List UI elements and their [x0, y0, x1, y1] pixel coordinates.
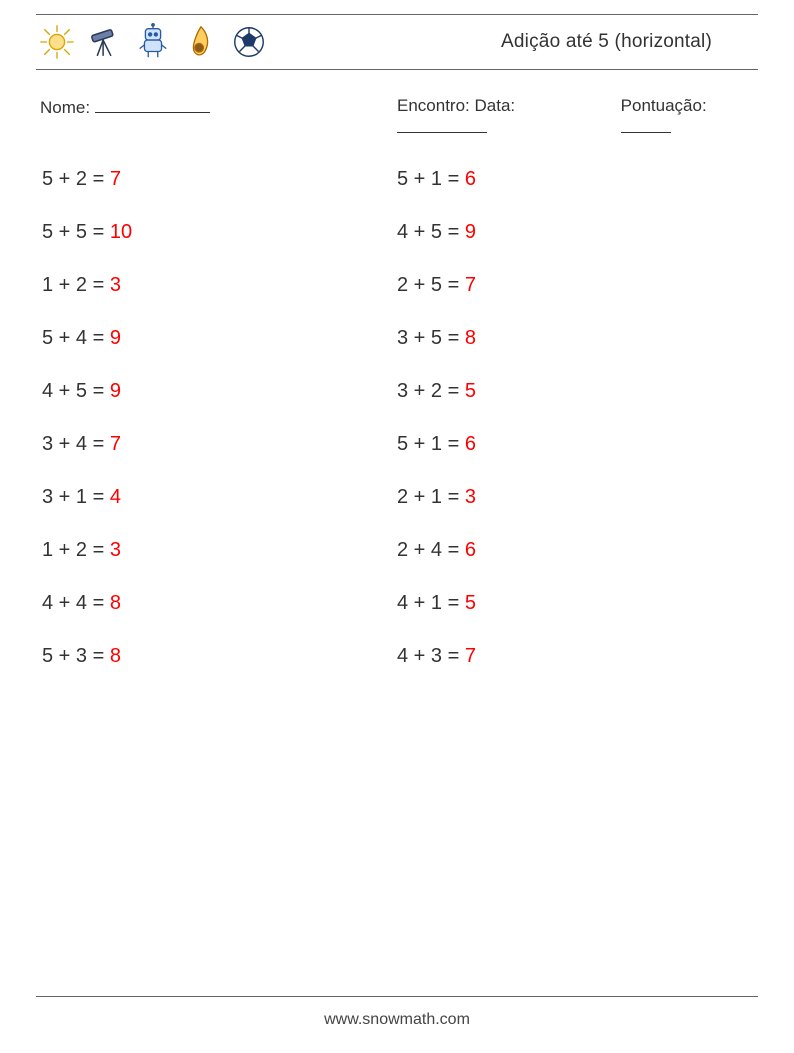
- expression: 5 + 4 =: [42, 327, 110, 350]
- problem: 4 + 3 = 7: [397, 645, 752, 668]
- answer: 7: [110, 433, 121, 456]
- expression: 1 + 2 =: [42, 274, 110, 297]
- expression: 5 + 1 =: [397, 433, 465, 456]
- problem: 1 + 2 = 3: [42, 274, 397, 297]
- expression: 2 + 5 =: [397, 274, 465, 297]
- name-blank: [95, 96, 210, 113]
- answer: 6: [465, 539, 476, 562]
- answer: 8: [110, 645, 121, 668]
- worksheet-title: Adição até 5 (horizontal): [501, 31, 752, 53]
- encounter-label: Encontro: Data:: [397, 96, 515, 115]
- answer: 9: [110, 327, 121, 350]
- problem: 4 + 5 = 9: [397, 221, 752, 244]
- expression: 4 + 5 =: [397, 221, 465, 244]
- problem: 3 + 4 = 7: [42, 433, 397, 456]
- problem: 3 + 5 = 8: [397, 327, 752, 350]
- problem: 2 + 4 = 6: [397, 539, 752, 562]
- expression: 3 + 4 =: [42, 433, 110, 456]
- worksheet-page: Adição até 5 (horizontal) Nome: Encontro…: [0, 0, 794, 1053]
- answer: 9: [465, 221, 476, 244]
- problem: 2 + 5 = 7: [397, 274, 752, 297]
- problem: 3 + 2 = 5: [397, 380, 752, 403]
- problem: 1 + 2 = 3: [42, 539, 397, 562]
- telescope-icon: [86, 23, 124, 61]
- expression: 4 + 3 =: [397, 645, 465, 668]
- score-blank: [621, 116, 671, 133]
- problems-grid: 5 + 2 = 75 + 1 = 65 + 5 = 104 + 5 = 91 +…: [36, 168, 758, 668]
- problem: 4 + 4 = 8: [42, 592, 397, 615]
- footer-rule: [36, 996, 758, 997]
- expression: 5 + 3 =: [42, 645, 110, 668]
- expression: 2 + 1 =: [397, 486, 465, 509]
- date-blank: [397, 116, 487, 133]
- problem: 5 + 3 = 8: [42, 645, 397, 668]
- problem: 5 + 2 = 7: [42, 168, 397, 191]
- expression: 2 + 4 =: [397, 539, 465, 562]
- problem: 3 + 1 = 4: [42, 486, 397, 509]
- expression: 1 + 2 =: [42, 539, 110, 562]
- meta-score: Pontuação:: [621, 96, 754, 138]
- sun-icon: [38, 23, 76, 61]
- meteor-icon: [182, 23, 220, 61]
- soccer-ball-icon: [230, 23, 268, 61]
- problem: 4 + 1 = 5: [397, 592, 752, 615]
- problem: 5 + 1 = 6: [397, 168, 752, 191]
- meta-row: Nome: Encontro: Data: Pontuação:: [36, 96, 758, 138]
- answer: 3: [110, 274, 121, 297]
- answer: 4: [110, 486, 121, 509]
- answer: 9: [110, 380, 121, 403]
- meta-name: Nome:: [40, 96, 397, 138]
- answer: 7: [465, 645, 476, 668]
- answer: 3: [110, 539, 121, 562]
- expression: 4 + 5 =: [42, 380, 110, 403]
- answer: 8: [110, 592, 121, 615]
- score-label: Pontuação:: [621, 96, 707, 115]
- answer: 6: [465, 433, 476, 456]
- footer-text: www.snowmath.com: [0, 1011, 794, 1029]
- expression: 5 + 5 =: [42, 221, 110, 244]
- answer: 8: [465, 327, 476, 350]
- answer: 5: [465, 380, 476, 403]
- problem: 4 + 5 = 9: [42, 380, 397, 403]
- expression: 3 + 5 =: [397, 327, 465, 350]
- name-label: Nome:: [40, 98, 90, 117]
- expression: 5 + 1 =: [397, 168, 465, 191]
- expression: 4 + 4 =: [42, 592, 110, 615]
- answer: 7: [465, 274, 476, 297]
- meta-encounter: Encontro: Data:: [397, 96, 599, 138]
- expression: 3 + 1 =: [42, 486, 110, 509]
- expression: 5 + 2 =: [42, 168, 110, 191]
- robot-icon: [134, 23, 172, 61]
- answer: 5: [465, 592, 476, 615]
- expression: 3 + 2 =: [397, 380, 465, 403]
- answer: 10: [110, 221, 132, 244]
- problem: 5 + 5 = 10: [42, 221, 397, 244]
- problem: 5 + 4 = 9: [42, 327, 397, 350]
- answer: 7: [110, 168, 121, 191]
- problem: 2 + 1 = 3: [397, 486, 752, 509]
- answer: 3: [465, 486, 476, 509]
- problem: 5 + 1 = 6: [397, 433, 752, 456]
- answer: 6: [465, 168, 476, 191]
- expression: 4 + 1 =: [397, 592, 465, 615]
- header-icon-row: [38, 23, 268, 61]
- header-band: Adição até 5 (horizontal): [36, 14, 758, 70]
